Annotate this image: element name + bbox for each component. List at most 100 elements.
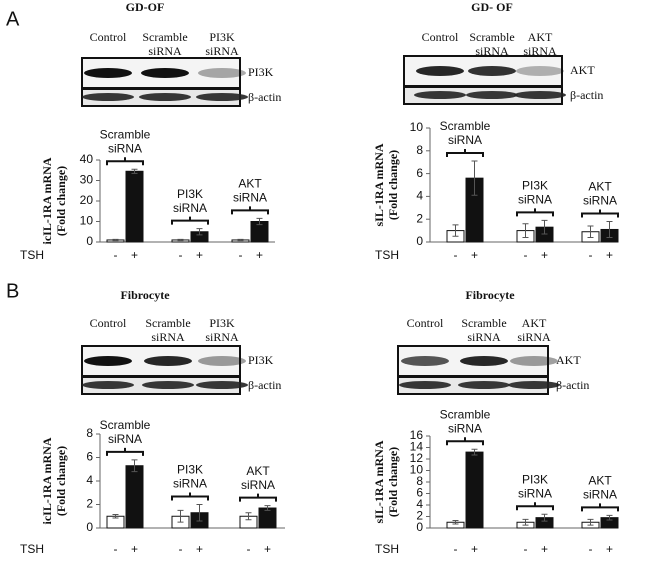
y-axis-label: sIL-1RA mRNA [372, 143, 386, 226]
blot-band [196, 381, 248, 389]
blot-band [141, 68, 189, 78]
tsh-label: + [606, 248, 613, 262]
tsh-label: - [179, 248, 183, 262]
lane-label: Control [422, 30, 459, 44]
error-bar [112, 513, 119, 519]
lane-label: AKT [522, 316, 547, 330]
group-label: siRNA [173, 477, 207, 491]
y-axis-label: (Fold change) [54, 446, 68, 516]
blot-band [84, 68, 132, 78]
y-tick-label: 2 [416, 509, 423, 523]
lane-label: siRNA [151, 330, 185, 344]
tsh-label: - [589, 248, 593, 262]
error-bar [606, 220, 613, 238]
y-tick-label: 16 [410, 428, 424, 442]
tsh-label: - [589, 542, 593, 556]
group-label: AKT [588, 180, 612, 194]
lane-label: siRNA [523, 44, 557, 58]
blot-band [416, 66, 464, 76]
group-label: siRNA [173, 201, 207, 215]
blot-band [144, 356, 192, 366]
y-tick-label: 10 [410, 120, 424, 134]
y-axis-label: (Fold change) [386, 150, 400, 220]
y-tick-label: 6 [416, 166, 423, 180]
error-bar [177, 238, 184, 242]
panel-letter: A [6, 8, 20, 30]
protein-label: AKT [556, 353, 581, 367]
tsh-label: + [256, 248, 263, 262]
lane-label: Control [90, 316, 127, 330]
group-label: siRNA [241, 478, 275, 492]
group-label: PI3K [522, 179, 548, 193]
bar [465, 451, 484, 529]
group-label: PI3K [522, 472, 548, 486]
lane-label: siRNA [517, 330, 551, 344]
group-label: Scramble [100, 418, 151, 432]
x-axis-label: TSH [20, 542, 44, 556]
error-bar [522, 518, 529, 526]
blot-band [508, 381, 560, 389]
blot-band [142, 381, 194, 389]
error-bar [452, 224, 459, 237]
y-tick-label: 4 [416, 189, 423, 203]
blot-title: GD-OF [126, 0, 165, 14]
y-tick-label: 4 [86, 473, 93, 487]
error-bar [452, 520, 459, 525]
group-label: siRNA [583, 194, 617, 208]
error-bar [471, 160, 478, 196]
bracket [239, 493, 277, 502]
blot-band [198, 68, 246, 78]
y-tick-label: 12 [410, 451, 424, 465]
error-bar [196, 228, 203, 236]
error-bar [196, 504, 203, 522]
tsh-label: + [471, 542, 478, 556]
loading-label: β-actin [248, 90, 281, 104]
bracket [171, 492, 209, 501]
x-axis-label: TSH [375, 248, 399, 262]
error-bar [522, 223, 529, 238]
blot-band [401, 356, 449, 366]
group-label: AKT [238, 177, 262, 191]
error-bar [264, 505, 271, 511]
protein-label: PI3K [248, 353, 274, 367]
y-tick-label: 0 [416, 520, 423, 534]
y-tick-label: 10 [410, 463, 424, 477]
error-bar [256, 217, 263, 226]
error-bar [237, 238, 244, 242]
lane-label: PI3K [209, 30, 235, 44]
error-bar [131, 459, 138, 473]
bracket [106, 157, 144, 166]
y-tick-label: 4 [416, 497, 423, 511]
blot-band [466, 91, 518, 99]
blot-band [516, 66, 564, 76]
lane-label: Scramble [469, 30, 514, 44]
bracket [581, 503, 619, 512]
tsh-label: - [524, 542, 528, 556]
blot-band [84, 356, 132, 366]
y-tick-label: 8 [416, 143, 423, 157]
loading-label: β-actin [570, 88, 603, 102]
bracket [231, 206, 269, 215]
lane-label: Scramble [142, 30, 187, 44]
tsh-label: + [541, 248, 548, 262]
error-bar [177, 509, 184, 523]
y-tick-label: 2 [86, 497, 93, 511]
error-bar [112, 238, 119, 242]
tsh-label: - [524, 248, 528, 262]
tsh-label: - [114, 542, 118, 556]
tsh-label: - [179, 542, 183, 556]
tsh-label: + [606, 542, 613, 556]
blot-title: GD- OF [471, 0, 513, 14]
bar [125, 465, 144, 529]
tsh-label: - [247, 542, 251, 556]
lane-label: siRNA [475, 44, 509, 58]
y-tick-label: 6 [416, 486, 423, 500]
group-label: Scramble [440, 407, 491, 421]
lane-label: PI3K [209, 316, 235, 330]
y-tick-label: 6 [86, 450, 93, 464]
bracket [446, 437, 484, 446]
group-label: siRNA [448, 133, 482, 147]
blot-band [82, 93, 134, 101]
y-axis-label: icIL-1RA mRNA [40, 437, 54, 524]
y-tick-label: 0 [86, 234, 93, 248]
